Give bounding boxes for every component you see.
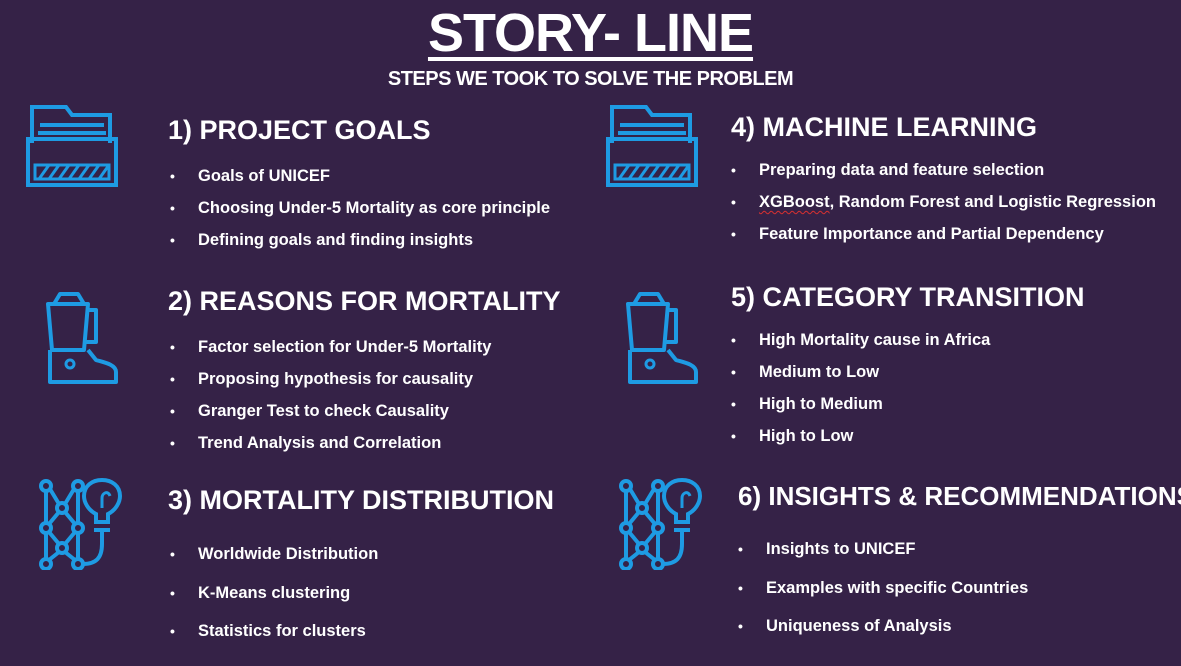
list-item: High to Medium xyxy=(731,388,990,420)
blender-icon xyxy=(620,290,700,386)
page-title: STORY- LINE xyxy=(0,2,1181,64)
section-1-list: Goals of UNICEF Choosing Under-5 Mortali… xyxy=(170,160,550,256)
list-item: Defining goals and finding insights xyxy=(170,224,550,256)
section-5-list: High Mortality cause in Africa Medium to… xyxy=(731,324,990,452)
section-1-heading: 1) PROJECT GOALS xyxy=(168,115,431,145)
list-item-text: , Random Forest and Logistic Regression xyxy=(829,193,1156,211)
section-3-list: Worldwide Distribution K-Means clusterin… xyxy=(170,535,378,651)
network-bulb-icon xyxy=(618,478,714,570)
list-item: Choosing Under-5 Mortality as core princ… xyxy=(170,192,550,224)
list-item: High to Low xyxy=(731,420,990,452)
list-item: Worldwide Distribution xyxy=(170,535,378,574)
network-bulb-icon xyxy=(38,478,134,570)
list-item: High Mortality cause in Africa xyxy=(731,324,990,356)
folder-icon xyxy=(606,103,698,189)
page-title-text: STORY- LINE xyxy=(427,3,754,63)
list-item: Goals of UNICEF xyxy=(170,160,550,192)
blender-icon xyxy=(40,290,120,386)
list-item: Granger Test to check Causality xyxy=(170,395,491,427)
section-5-heading: 5) CATEGORY TRANSITION xyxy=(731,282,1085,312)
list-item: Trend Analysis and Correlation xyxy=(170,427,491,459)
list-item: Preparing data and feature selection xyxy=(731,154,1156,186)
page-subtitle: STEPS WE TOOK TO SOLVE THE PROBLEM xyxy=(387,68,794,90)
folder-icon xyxy=(26,103,118,189)
section-2-heading: 2) REASONS FOR MORTALITY xyxy=(168,286,561,316)
section-6-heading: 6) INSIGHTS & RECOMMENDATIONS xyxy=(738,481,1181,511)
list-item: Statistics for clusters xyxy=(170,612,378,651)
list-item: Factor selection for Under-5 Mortality xyxy=(170,331,491,363)
section-2-list: Factor selection for Under-5 Mortality P… xyxy=(170,331,491,459)
list-item: Medium to Low xyxy=(731,356,990,388)
spellcheck-word: XGBoost xyxy=(759,193,830,211)
section-4-heading: 4) MACHINE LEARNING xyxy=(731,112,1038,142)
section-3-heading: 3) MORTALITY DISTRIBUTION xyxy=(168,485,554,515)
list-item: K-Means clustering xyxy=(170,574,378,613)
list-item: Uniqueness of Analysis xyxy=(738,607,1028,646)
list-item: Feature Importance and Partial Dependenc… xyxy=(731,218,1156,250)
list-item: XGBoost, Random Forest and Logistic Regr… xyxy=(731,186,1156,218)
section-6-list: Insights to UNICEF Examples with specifi… xyxy=(738,530,1028,646)
list-item: Proposing hypothesis for causality xyxy=(170,363,491,395)
list-item: Examples with specific Countries xyxy=(738,569,1028,608)
section-4-list: Preparing data and feature selection XGB… xyxy=(731,154,1156,250)
list-item: Insights to UNICEF xyxy=(738,530,1028,569)
